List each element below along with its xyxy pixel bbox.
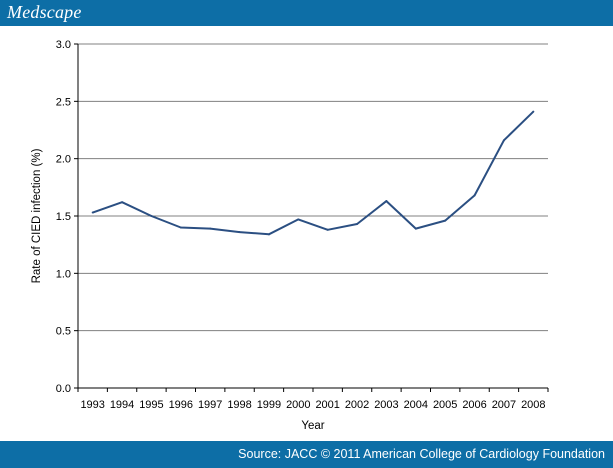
- data-point: [356, 223, 359, 226]
- y-tick-label: 3.0: [56, 39, 71, 51]
- footer-banner: Source: JACC © 2011 American College of …: [0, 441, 613, 468]
- data-point: [121, 201, 124, 204]
- x-tick-label: 2003: [374, 399, 398, 411]
- x-tick-label: 2004: [404, 399, 428, 411]
- data-point: [385, 200, 388, 203]
- data-point: [91, 211, 94, 214]
- series-line: [92, 110, 534, 236]
- x-tick-label: 2001: [315, 399, 339, 411]
- y-axis-label: Rate of CIED infection (%): [31, 148, 43, 283]
- data-point: [267, 233, 270, 236]
- y-tick-label: 0.0: [56, 383, 71, 395]
- data-point: [502, 139, 505, 142]
- y-tick-label: 1.5: [56, 211, 71, 223]
- y-tick-label: 2.5: [56, 96, 71, 108]
- x-tick-label: 1993: [80, 399, 104, 411]
- data-point: [326, 228, 329, 231]
- brand-logo: Medscape: [7, 2, 82, 22]
- x-tick-label: 1994: [110, 399, 134, 411]
- source-credit: Source: JACC © 2011 American College of …: [238, 447, 605, 461]
- x-tick-label: 2005: [433, 399, 457, 411]
- x-tick-label: 2000: [286, 399, 310, 411]
- data-point: [297, 218, 300, 221]
- x-tick-label: 2002: [345, 399, 369, 411]
- data-point: [179, 226, 182, 229]
- data-point: [209, 227, 212, 230]
- x-tick-label: 2006: [462, 399, 486, 411]
- data-point: [473, 194, 476, 197]
- x-tick-label: 1996: [169, 399, 193, 411]
- x-tick-label: 1999: [257, 399, 281, 411]
- y-tick-label: 2.0: [56, 154, 71, 166]
- x-tick-label: 1998: [227, 399, 251, 411]
- x-tick-label: 1997: [198, 399, 222, 411]
- data-point: [532, 110, 535, 113]
- data-point: [150, 215, 153, 217]
- data-point: [414, 227, 417, 230]
- y-tick-label: 0.5: [56, 326, 71, 338]
- x-tick-label: 2007: [492, 399, 516, 411]
- data-point: [444, 219, 447, 222]
- x-tick-label: 2008: [521, 399, 545, 411]
- y-tick-label: 1.0: [56, 268, 71, 280]
- header-banner: Medscape: [0, 0, 613, 26]
- line-chart: 0.0 0.5 1.0 1.5 2.0 2.5 3.0 1993 1994 1995 1996 199…: [31, 39, 549, 432]
- x-axis-label: Year: [301, 420, 324, 432]
- data-point: [238, 231, 241, 234]
- x-tick-label: 1995: [139, 399, 163, 411]
